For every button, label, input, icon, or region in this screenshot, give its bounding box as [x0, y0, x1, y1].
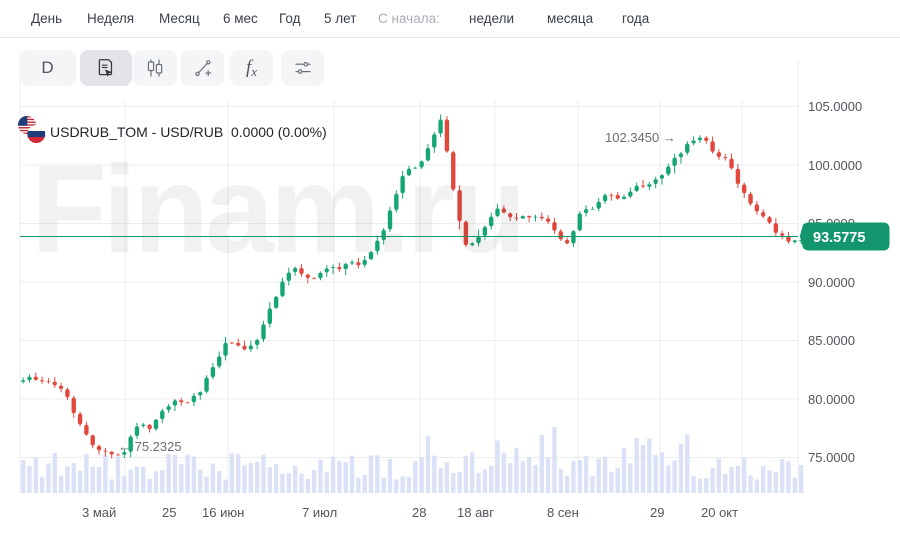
svg-text:93.5775: 93.5775	[813, 230, 865, 246]
